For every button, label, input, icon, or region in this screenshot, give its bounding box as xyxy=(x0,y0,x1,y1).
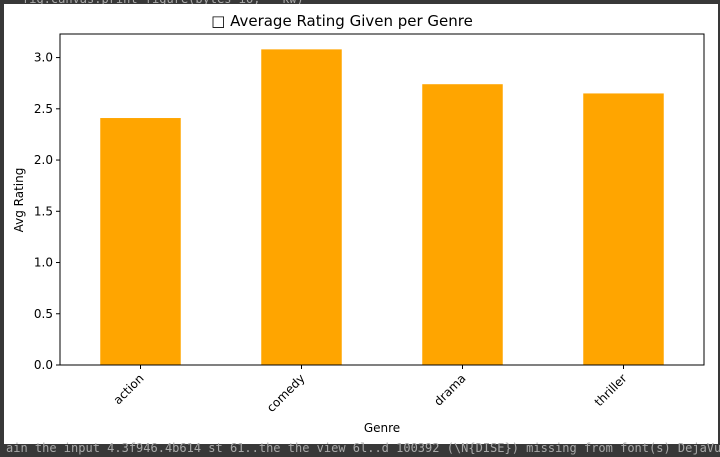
y-axis-ticks: 0.0 0.5 1.0 1.5 2.0 2.5 3.0 xyxy=(34,51,60,372)
plot-frame xyxy=(59,33,705,366)
x-tick-label-thriller: thriller xyxy=(592,371,630,409)
y-tick-label: 0.5 xyxy=(34,307,53,321)
y-tick-label: 2.0 xyxy=(34,153,53,167)
y-axis-label: Avg Rating xyxy=(12,168,26,233)
bar-comedy xyxy=(261,49,342,365)
x-tick-label-drama: drama xyxy=(431,371,468,408)
y-tick-label: 2.5 xyxy=(34,102,53,116)
chart-title: □ Average Rating Given per Genre xyxy=(211,12,473,30)
bar-chart: □ Average Rating Given per Genre 0.0 0.5 1… xyxy=(12,12,705,435)
x-tick-label-action: action xyxy=(111,371,147,407)
bar-drama xyxy=(422,84,503,365)
y-tick-label: 1.0 xyxy=(34,256,53,270)
code-output-line-bottom: ain the input 4.3f946.4b614 st 61..the t… xyxy=(6,441,720,455)
chart-figure: □ Average Rating Given per Genre 0.0 0.5 1… xyxy=(4,4,718,444)
title-missing-glyph: □ xyxy=(211,12,230,30)
x-axis-ticks: action comedy drama thriller xyxy=(111,365,630,415)
title-text: Average Rating Given per Genre xyxy=(230,12,473,30)
y-tick-label: 1.5 xyxy=(34,204,53,218)
y-tick-label: 3.0 xyxy=(34,51,53,65)
y-tick-label: 0.0 xyxy=(34,358,53,372)
code-output-line-top: fig.canvas.print_figure(bytes_io, **kw) xyxy=(22,0,720,8)
x-tick-label-comedy: comedy xyxy=(264,371,308,415)
bar-thriller xyxy=(583,93,664,366)
bar-action xyxy=(100,118,181,365)
bars xyxy=(100,49,664,366)
x-axis-label: Genre xyxy=(364,421,400,435)
